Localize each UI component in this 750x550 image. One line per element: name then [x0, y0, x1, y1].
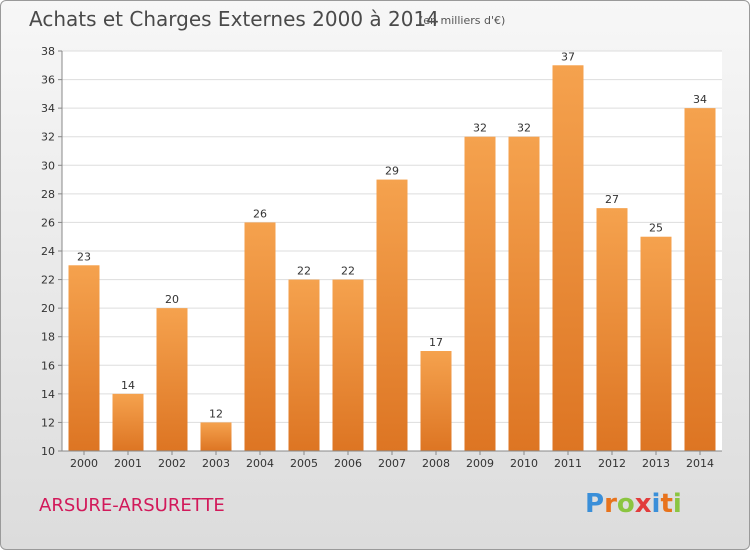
bar [244, 222, 276, 451]
y-tick-label: 32 [41, 131, 55, 144]
data-label: 25 [649, 222, 663, 235]
bar [376, 179, 408, 452]
x-tick-label: 2006 [334, 457, 362, 470]
x-tick-label: 2009 [466, 457, 494, 470]
data-label: 23 [77, 250, 91, 263]
y-tick-label: 28 [41, 188, 55, 201]
data-label: 32 [473, 122, 487, 135]
labels: 10 12 14 16 18 20 22 24 26 28 30 32 34 36 38 23 2000 14 20… [41, 45, 714, 470]
x-tick-label: 2003 [202, 457, 230, 470]
x-tick-label: 2008 [422, 457, 450, 470]
x-tick-label: 2013 [642, 457, 670, 470]
bar [464, 136, 496, 451]
data-label: 22 [341, 265, 355, 278]
x-tick-label: 2007 [378, 457, 406, 470]
data-label: 29 [385, 165, 399, 178]
y-tick-label: 16 [41, 359, 55, 372]
y-tick-label: 34 [41, 102, 55, 115]
logo-letter: r [604, 489, 617, 519]
y-tick-label: 22 [41, 274, 55, 287]
logo-letter: P [585, 489, 605, 519]
x-tick-label: 2005 [290, 457, 318, 470]
y-tick-label: 36 [41, 74, 55, 87]
x-tick-label: 2004 [246, 457, 274, 470]
y-tick-label: 20 [41, 302, 55, 315]
logo-letter: x [634, 489, 652, 519]
data-label: 27 [605, 193, 619, 206]
place-name: ARSURE-ARSURETTE [39, 495, 225, 516]
bar [156, 308, 188, 451]
bar [684, 108, 716, 452]
bar [200, 422, 232, 451]
y-tick-label: 24 [41, 245, 55, 258]
bar [596, 208, 628, 451]
data-label: 22 [297, 265, 311, 278]
y-tick-label: 18 [41, 331, 55, 344]
logo-letter: t [660, 489, 673, 519]
data-label: 32 [517, 122, 531, 135]
bars [68, 65, 716, 452]
x-tick-label: 2014 [686, 457, 714, 470]
chart-title: Achats et Charges Externes 2000 à 2014 [29, 7, 439, 31]
x-tick-label: 2011 [554, 457, 582, 470]
bar [288, 279, 320, 451]
y-tick-label: 26 [41, 216, 55, 229]
data-label: 17 [429, 336, 443, 349]
bar [112, 393, 144, 451]
data-label: 20 [165, 293, 179, 306]
logo-letter: o [616, 489, 635, 519]
x-tick-label: 2001 [114, 457, 142, 470]
logo-letter: i [651, 489, 661, 519]
data-label: 12 [209, 407, 223, 420]
x-tick-label: 2010 [510, 457, 538, 470]
data-label: 37 [561, 50, 575, 63]
y-tick-label: 10 [41, 445, 55, 458]
y-tick-label: 14 [41, 388, 55, 401]
y-tick-label: 12 [41, 416, 55, 429]
bar [68, 265, 100, 451]
x-tick-label: 2002 [158, 457, 186, 470]
bar [508, 136, 540, 451]
data-label: 14 [121, 379, 135, 392]
bar [640, 236, 672, 451]
bar [420, 351, 452, 451]
bar [332, 279, 364, 451]
unit-note: (en milliers d'€) [419, 14, 506, 27]
proxiti-logo: Proxiti [585, 489, 682, 519]
data-label: 26 [253, 207, 267, 220]
y-tick-label: 30 [41, 159, 55, 172]
x-tick-label: 2000 [70, 457, 98, 470]
bar [552, 65, 584, 452]
x-tick-label: 2012 [598, 457, 626, 470]
data-label: 34 [693, 93, 707, 106]
axes [58, 50, 722, 455]
y-tick-label: 38 [41, 45, 55, 58]
logo-letter: i [672, 489, 682, 519]
